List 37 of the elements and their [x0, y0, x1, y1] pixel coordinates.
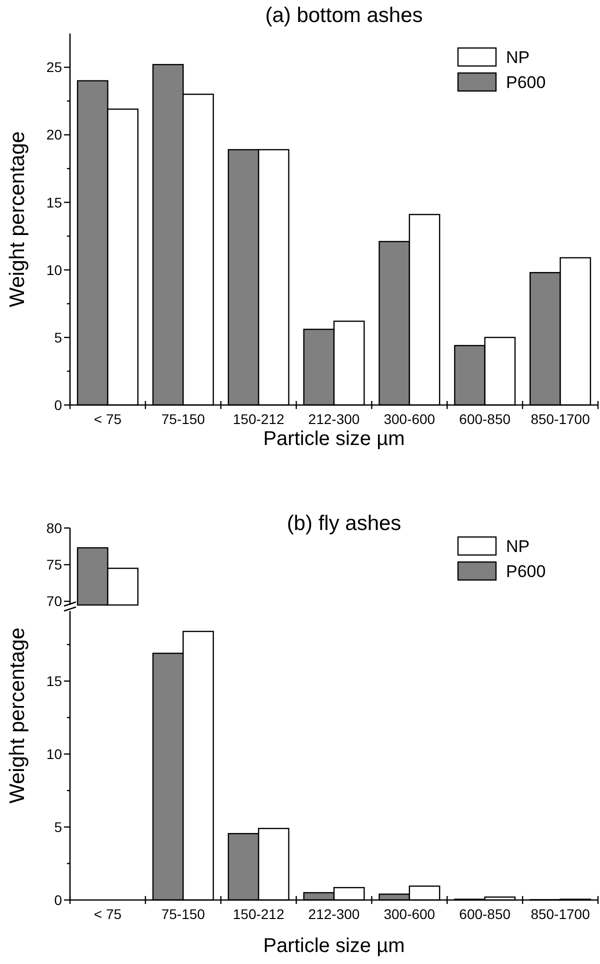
y-tick-label: 0 — [54, 396, 62, 413]
y-tick-label: 25 — [46, 59, 62, 76]
x-tick-label: 212-300 — [308, 906, 360, 922]
y-tick-label: 75 — [46, 556, 62, 573]
y-tick-label: 80 — [46, 520, 62, 536]
y-axis-title: Weight percentage — [6, 628, 29, 804]
legend-label: P600 — [506, 72, 546, 92]
x-tick-label: 300-600 — [384, 411, 436, 427]
legend-label: P600 — [506, 562, 546, 581]
x-axis-title: Particle size µm — [263, 935, 405, 957]
x-tick-label: 150-212 — [232, 411, 284, 427]
y-tick-label: 20 — [46, 126, 62, 143]
x-tick-label: 75-150 — [161, 411, 206, 427]
x-tick-label: 212-300 — [308, 411, 360, 427]
y-tick-label: 70 — [46, 593, 62, 610]
y-tick-label: 10 — [46, 746, 62, 762]
x-tick-label: 850-1700 — [530, 906, 590, 922]
x-tick-label: 600-850 — [459, 906, 511, 922]
x-tick-label: 600-850 — [459, 411, 511, 427]
legend-label: NP — [506, 536, 530, 556]
x-tick-label: < 75 — [94, 906, 122, 922]
x-tick-label: < 75 — [94, 411, 122, 427]
y-axis-title: Weight percentage — [6, 131, 29, 308]
y-tick-label: 5 — [54, 329, 62, 346]
y-tick-label: 5 — [54, 818, 62, 835]
y-tick-label: 0 — [54, 892, 62, 908]
x-tick-label: 150-212 — [232, 906, 284, 922]
x-axis-title: Particle size µm — [263, 428, 405, 450]
x-tick-label: 850-1700 — [530, 411, 590, 427]
chart-title: (b) fly ashes — [286, 512, 402, 535]
x-tick-label: 75-150 — [161, 906, 206, 922]
legend-label: NP — [506, 48, 530, 67]
y-tick-label: 10 — [46, 262, 62, 278]
x-tick-label: 300-600 — [384, 906, 436, 922]
chart-title: (a) bottom ashes — [265, 4, 423, 27]
y-tick-label: 15 — [46, 672, 62, 689]
y-tick-label: 15 — [46, 194, 62, 210]
